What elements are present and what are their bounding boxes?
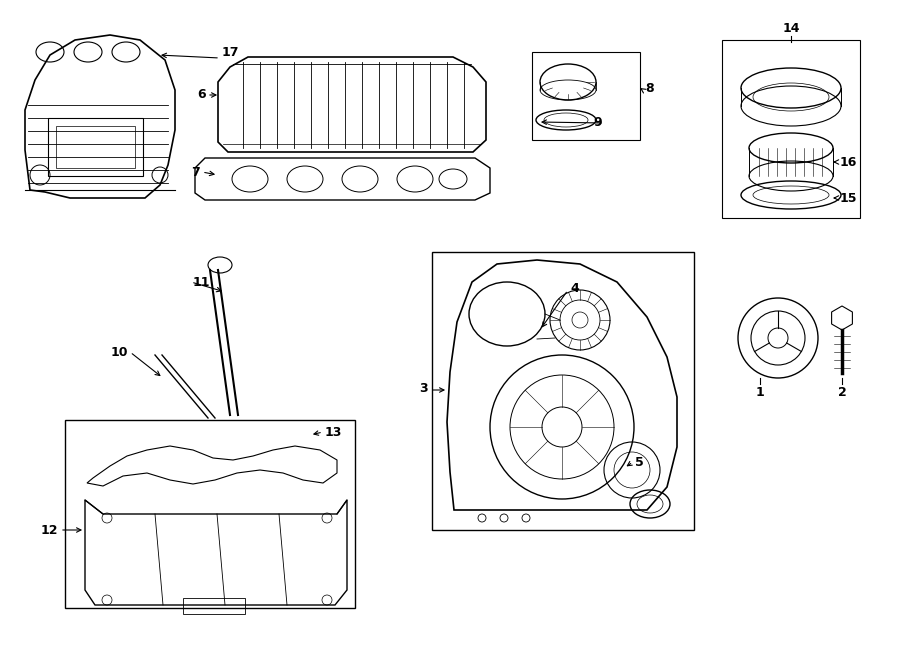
Bar	[183, 598, 245, 614]
Text: 12: 12	[40, 524, 58, 537]
Text: 6: 6	[197, 89, 206, 102]
Text: 4: 4	[570, 282, 579, 295]
Bar	[56, 126, 135, 168]
Text: 15: 15	[840, 192, 858, 204]
Text: 13: 13	[325, 426, 342, 438]
Bar	[48, 118, 143, 176]
Text: 16: 16	[840, 155, 858, 169]
Text: 8: 8	[645, 81, 653, 95]
Text: 9: 9	[593, 116, 602, 130]
Text: 1: 1	[756, 385, 764, 399]
Text: 7: 7	[191, 165, 200, 178]
Text: 17: 17	[222, 46, 239, 59]
Bar	[432, 252, 694, 530]
Text: 10: 10	[111, 346, 128, 358]
Text: 14: 14	[782, 22, 800, 34]
Text: 2: 2	[838, 385, 846, 399]
Bar	[722, 40, 860, 218]
Bar	[65, 420, 355, 608]
Text: 11: 11	[193, 276, 211, 288]
Text: 3: 3	[419, 381, 428, 395]
Text: 5: 5	[635, 455, 644, 469]
Bar	[532, 52, 640, 140]
